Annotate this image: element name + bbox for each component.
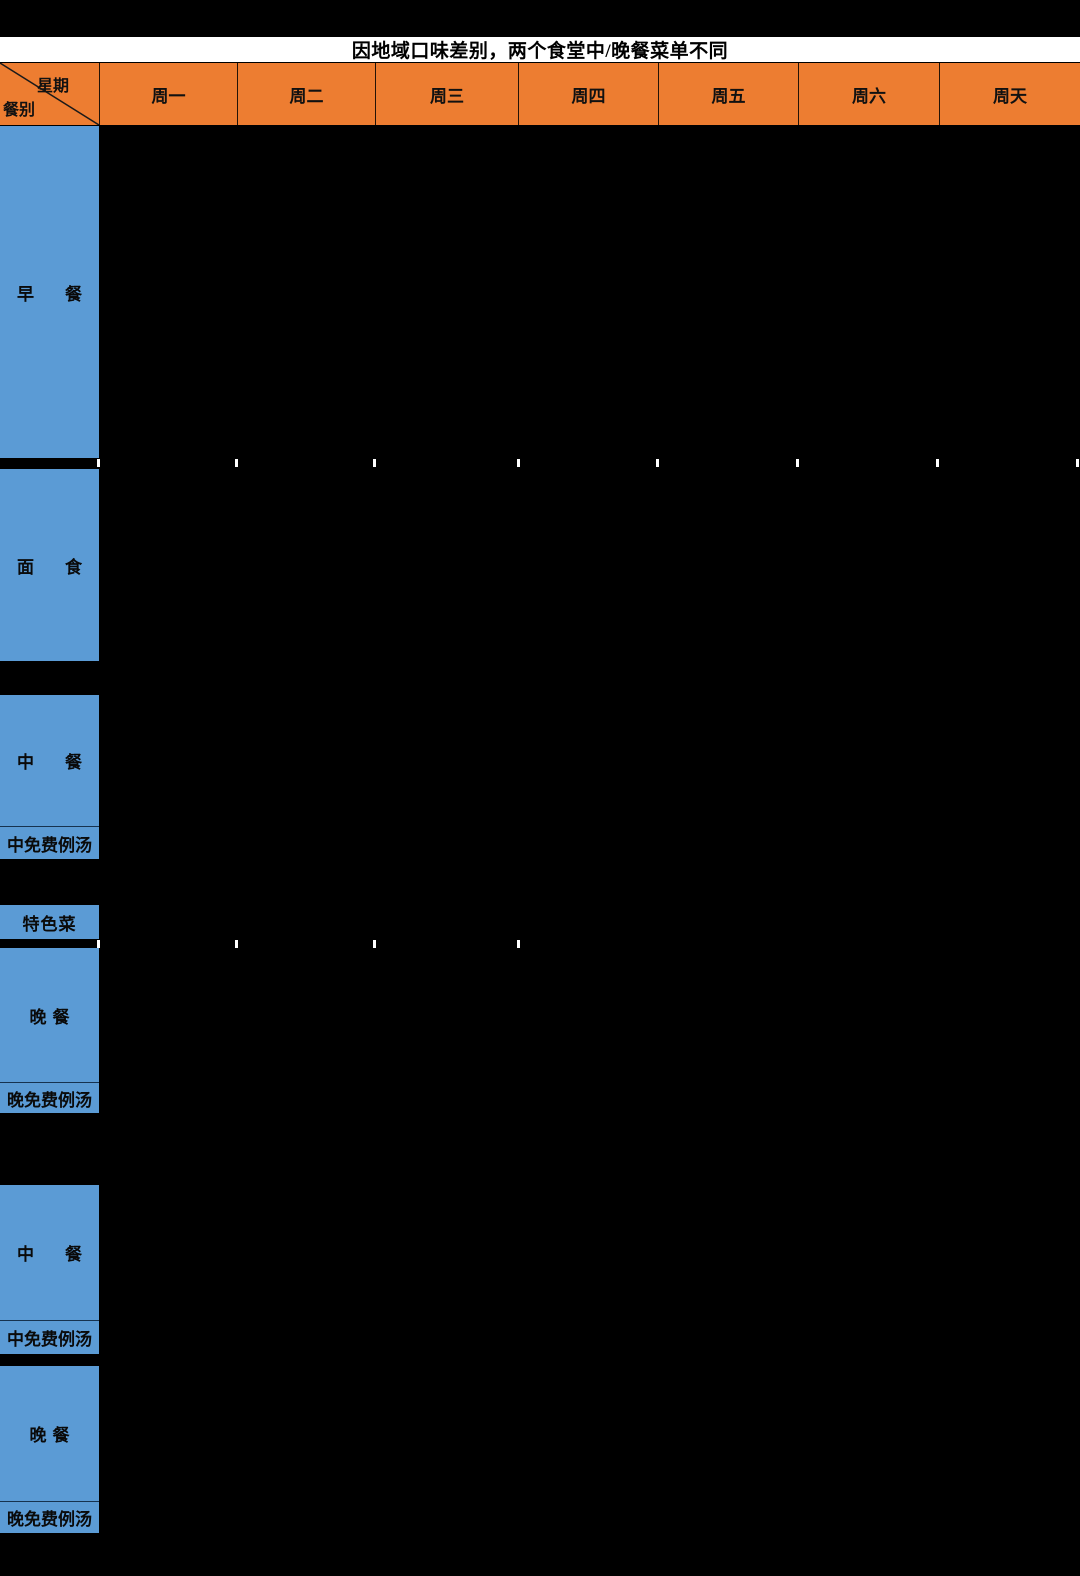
row-label-text: 晚免费例汤 (7, 1090, 92, 1110)
cell-border-tick (97, 459, 100, 467)
corner-label-week: 星期 (37, 78, 70, 95)
row-label-dinner-2: 晚 餐 (0, 1366, 99, 1501)
row-label-lunch-free-soup-2: 中免费例汤 (0, 1320, 99, 1354)
day-header-friday: 周五 (658, 63, 798, 125)
cell-border-tick (517, 459, 520, 467)
cell-border-tick (235, 459, 238, 467)
row-label-text: 早 (17, 284, 34, 304)
cell-border-tick (796, 459, 799, 467)
row-label-text: 晚 (29, 1426, 47, 1445)
cell-border-tick (373, 940, 376, 948)
day-header-thursday: 周四 (518, 63, 658, 125)
diagonal-divider (0, 63, 99, 125)
row-label-text: 中免费例汤 (7, 1330, 92, 1349)
row-label-text: 晚 (29, 1007, 47, 1027)
row-label-text: 晚免费例汤 (7, 1510, 92, 1529)
cell-border-tick (97, 940, 100, 948)
row-label-text: 食 (65, 557, 82, 577)
row-label-dinner-free-soup-2: 晚免费例汤 (0, 1501, 99, 1533)
day-header-saturday: 周六 (798, 63, 939, 125)
week-header-row: 星期 餐别 周一 周二 周三 周四 周五 周六 周天 (0, 62, 1080, 125)
day-header-sunday: 周天 (939, 63, 1080, 125)
day-header-tuesday: 周二 (237, 63, 375, 125)
row-label-lunch-2: 中 餐 (0, 1185, 99, 1320)
row-label-text: 餐 (52, 1426, 70, 1445)
row-label-lunch-free-soup-1: 中免费例汤 (0, 826, 99, 859)
row-label-lunch-1: 中 餐 (0, 695, 99, 826)
row-label-text: 餐 (65, 1245, 82, 1264)
cell-border-tick (656, 459, 659, 467)
cell-border-tick (235, 940, 238, 948)
corner-label-meal: 餐别 (3, 102, 36, 119)
row-label-text: 中 (17, 753, 34, 772)
day-header-wednesday: 周三 (375, 63, 518, 125)
row-label-text: 中 (17, 1245, 34, 1264)
day-header-monday: 周一 (99, 63, 237, 125)
row-label-text: 中免费例汤 (7, 835, 92, 855)
cell-border-tick (1076, 459, 1079, 467)
cell-border-tick (373, 459, 376, 467)
row-label-text: 特色菜 (22, 914, 77, 934)
row-label-dinner-1: 晚 餐 (0, 948, 99, 1082)
row-label-noodles: 面 食 (0, 469, 99, 661)
page-title: 因地域口味差别，两个食堂中/晚餐菜单不同 (351, 41, 729, 62)
cell-border-tick (936, 459, 939, 467)
cell-border-tick (517, 940, 520, 948)
row-label-text: 餐 (65, 753, 82, 772)
title-bar: 因地域口味差别，两个食堂中/晚餐菜单不同 (0, 37, 1080, 62)
corner-header-cell: 星期 餐别 (0, 63, 99, 125)
row-label-dinner-free-soup-1: 晚免费例汤 (0, 1082, 99, 1113)
row-label-text: 面 (17, 557, 34, 577)
row-label-special-dish: 特色菜 (0, 905, 99, 939)
row-label-breakfast: 早 餐 (0, 126, 99, 458)
row-label-text: 餐 (65, 284, 82, 304)
row-label-text: 餐 (52, 1007, 70, 1027)
